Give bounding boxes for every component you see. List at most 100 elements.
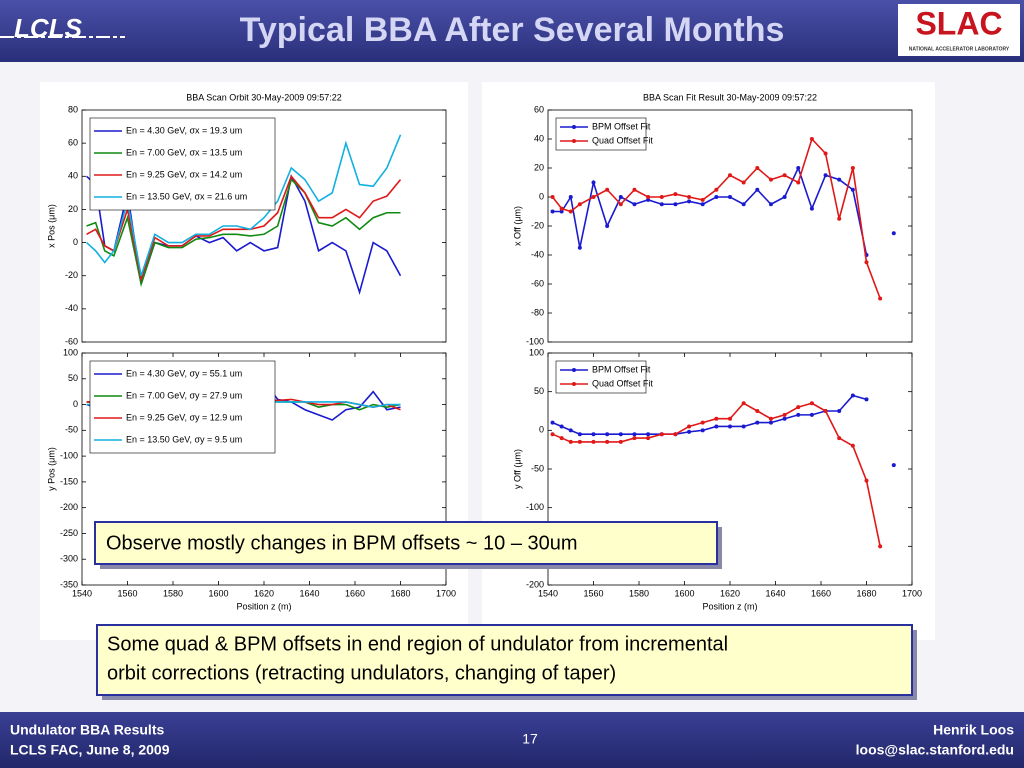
point <box>577 432 582 437</box>
data-layer <box>550 393 896 549</box>
y-tick-label: 20 <box>534 162 544 172</box>
point <box>700 428 705 433</box>
point <box>823 409 828 413</box>
legend-marker <box>572 368 576 372</box>
point <box>568 209 573 214</box>
point <box>550 420 555 425</box>
point <box>796 180 801 185</box>
x-tick-label: 1540 <box>538 588 558 598</box>
point <box>796 405 801 410</box>
y-axis-label: y Pos (μm) <box>46 447 56 491</box>
chart: y Off (μm)Position z (m)-200-150-100-500… <box>512 347 922 611</box>
point <box>768 202 773 207</box>
legend-label: Quad Offset Fit <box>592 135 653 145</box>
point <box>755 409 760 413</box>
y-tick-label: -20 <box>65 270 78 280</box>
legend-label: BPM Offset Fit <box>592 121 651 131</box>
y-tick-label: -20 <box>531 220 544 230</box>
point <box>646 436 651 441</box>
data-layer <box>550 137 896 301</box>
point <box>864 478 869 483</box>
point <box>714 424 719 429</box>
point <box>850 166 855 170</box>
point <box>618 432 623 437</box>
y-tick-label: 0 <box>73 399 78 409</box>
point <box>687 195 692 199</box>
x-tick-label: 1660 <box>345 588 365 598</box>
point <box>809 401 814 406</box>
legend-label: En = 9.25 GeV, σx = 14.2 um <box>126 169 242 179</box>
point <box>700 197 705 202</box>
point <box>796 166 801 170</box>
point <box>891 463 896 468</box>
point <box>768 416 773 421</box>
point <box>618 202 623 207</box>
footer-left: LCLS FAC, June 8, 2009 <box>10 742 170 758</box>
point <box>714 195 719 199</box>
legend-label: En = 9.25 GeV, σy = 12.9 um <box>126 412 242 422</box>
series-line <box>552 402 881 547</box>
point <box>568 428 573 433</box>
y-tick-label: -40 <box>65 303 78 313</box>
point <box>741 401 746 406</box>
point <box>646 195 651 199</box>
y-tick-label: -50 <box>531 463 544 473</box>
point <box>823 173 828 178</box>
point <box>659 202 664 207</box>
y-tick-label: 0 <box>73 237 78 247</box>
callout-box <box>94 521 718 565</box>
legend-marker <box>572 139 576 143</box>
y-tick-label: 100 <box>529 347 544 357</box>
x-tick-label: 1580 <box>629 588 649 598</box>
series-line <box>86 178 401 288</box>
y-tick-label: -150 <box>60 476 78 486</box>
point <box>837 409 842 413</box>
logo-right-sub: NATIONAL ACCELERATOR LABORATORY <box>909 46 1010 52</box>
x-tick-label: 1700 <box>902 588 922 598</box>
point <box>632 436 637 441</box>
point <box>700 420 705 425</box>
point <box>728 416 732 421</box>
x-tick-label: 1640 <box>299 588 319 598</box>
legend-marker <box>572 382 576 386</box>
point <box>577 439 582 444</box>
y-tick-label: -50 <box>65 425 78 435</box>
point <box>559 436 564 441</box>
x-tick-label: 1560 <box>117 588 137 598</box>
x-tick-label: 1540 <box>72 588 92 598</box>
point <box>559 209 564 214</box>
point <box>878 544 883 549</box>
point <box>577 202 582 207</box>
point <box>673 432 678 437</box>
chart: BBA Scan Orbit 30-May-2009 09:57:22 x Pos… <box>46 92 447 346</box>
y-tick-label: -60 <box>65 336 78 346</box>
point <box>550 209 555 214</box>
callout-box <box>96 624 913 696</box>
point <box>755 166 760 170</box>
point <box>741 424 746 429</box>
point <box>782 416 787 421</box>
point <box>768 420 773 425</box>
x-tick-label: 1620 <box>254 588 274 598</box>
point <box>796 412 801 417</box>
point <box>632 432 637 437</box>
y-tick-label: 40 <box>68 171 78 181</box>
point <box>550 432 555 437</box>
y-axis-label: x Off (μm) <box>512 206 522 246</box>
point <box>837 177 842 182</box>
header-band <box>0 0 1024 62</box>
y-tick-label: -250 <box>60 528 78 538</box>
point <box>850 187 855 192</box>
point <box>605 439 610 444</box>
chart-title: BBA Scan Orbit 30-May-2009 09:57:22 <box>186 92 342 102</box>
callout-text: Observe mostly changes in BPM offsets ~ … <box>106 532 578 554</box>
point <box>591 439 596 444</box>
y-tick-label: 0 <box>539 191 544 201</box>
legend-label: Quad Offset Fit <box>592 378 653 388</box>
point <box>659 195 664 199</box>
charts: BBA Scan Orbit 30-May-2009 09:57:22 x Pos… <box>46 92 922 611</box>
x-tick-label: 1640 <box>765 588 785 598</box>
point <box>809 137 814 141</box>
chart: BBA Scan Fit Result 30-May-2009 09:57:22… <box>512 92 913 346</box>
y-tick-label: 0 <box>539 425 544 435</box>
